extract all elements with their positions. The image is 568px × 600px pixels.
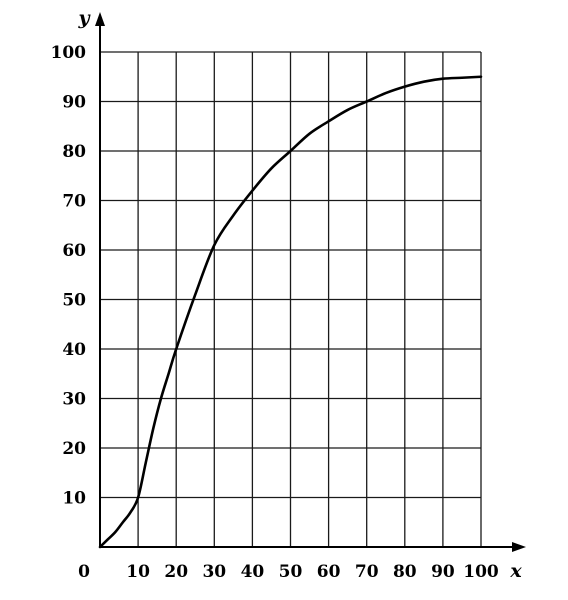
x-tick-label: 60 [317,562,341,582]
y-tick-label: 10 [62,489,86,509]
y-tick-label: 20 [62,439,86,459]
x-tick-label: 20 [164,562,188,582]
x-tick-label: 100 [463,562,499,582]
y-axis-label: y [77,7,91,29]
y-tick-labels: 10 20 30 40 50 60 70 80 90 100 [51,43,87,509]
y-axis-arrow [95,12,105,26]
y-tick-label: 30 [62,390,86,410]
x-tick-label: 80 [393,562,417,582]
x-tick-label: 30 [202,562,226,582]
y-tick-label: 60 [62,241,86,261]
x-tick-label: 90 [431,562,455,582]
x-tick-label: 40 [241,562,265,582]
axes [95,12,526,552]
x-tick-label: 10 [126,562,150,582]
y-tick-label: 90 [62,93,86,113]
x-axis-label: x [509,560,522,582]
grid [100,51,482,547]
y-tick-label: 70 [62,192,86,212]
y-tick-label: 80 [62,142,86,162]
y-tick-label: 40 [62,340,86,360]
x-tick-label: 70 [355,562,379,582]
x-tick-labels: 10 20 30 40 50 60 70 80 90 100 [126,562,499,582]
y-tick-label: 50 [62,291,86,311]
origin-label: 0 [78,562,90,582]
y-tick-label: 100 [51,43,87,63]
x-axis-arrow [512,542,526,552]
x-tick-label: 50 [279,562,303,582]
data-line [98,75,483,549]
